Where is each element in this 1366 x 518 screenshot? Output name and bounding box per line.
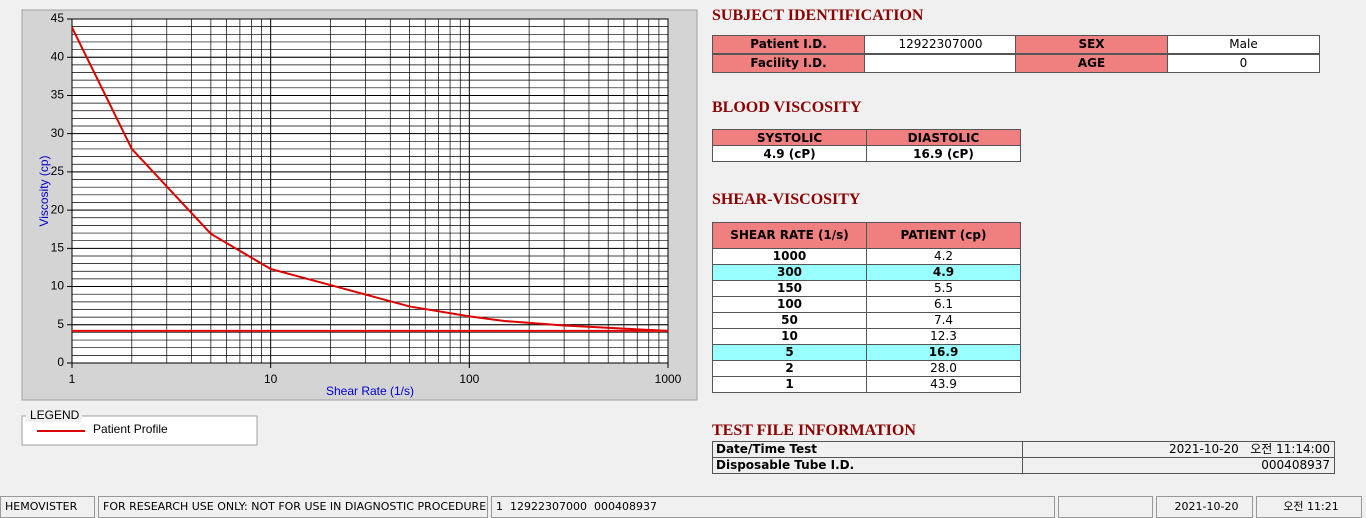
field-label: Disposable Tube I.D. — [712, 457, 1023, 474]
x-tick-label: 1 — [69, 372, 76, 386]
data-line — [71, 26, 669, 332]
table-cell: 5 — [712, 344, 867, 361]
section-title: BLOOD VISCOSITY — [712, 99, 862, 116]
table-cell: 50 — [712, 312, 867, 329]
y-axis-label: Viscosity (cp) — [37, 155, 51, 226]
table-cell: 100 — [712, 296, 867, 313]
field-value — [864, 54, 1017, 73]
status-cell: 1 12922307000 000408937 — [491, 496, 1055, 518]
section-title: TEST FILE INFORMATION — [712, 422, 916, 439]
value-cell: 4.9 (cP) — [712, 145, 867, 162]
plot-area — [71, 18, 669, 364]
table-cell: 150 — [712, 280, 867, 297]
legend-title-bg — [26, 409, 82, 422]
table-cell: 43.9 — [866, 376, 1021, 393]
table-cell: 7.4 — [866, 312, 1021, 329]
status-cell — [1058, 496, 1153, 518]
field-value: 000408937 — [1022, 457, 1335, 474]
x-axis-label: Shear Rate (1/s) — [326, 384, 414, 398]
table-cell: 16.9 — [866, 344, 1021, 361]
y-tick-label: 45 — [51, 11, 65, 25]
chart: 0 5 10 15 20 25 30 35 40 45 1 10 100 1000 Shear Rate (… — [21, 9, 698, 446]
field-value: Male — [1167, 35, 1320, 54]
field-value: 2021-10-20 오전 11:14:00 — [1022, 441, 1335, 458]
field-label: Date/Time Test — [712, 441, 1023, 458]
x-tick-label: 10 — [264, 372, 278, 386]
table-cell: 1000 — [712, 248, 867, 265]
table-cell: 2 — [712, 360, 867, 377]
y-tick-label: 25 — [51, 164, 65, 178]
y-tick-label: 10 — [51, 279, 65, 293]
status-cell: HEMOVISTER — [0, 496, 95, 518]
legend-label: Patient Profile — [93, 422, 168, 436]
section-title: SUBJECT IDENTIFICATION — [712, 7, 924, 24]
legend-title: LEGEND — [30, 408, 80, 422]
x-tick-label: 100 — [459, 372, 479, 386]
y-tick-label: 0 — [57, 355, 64, 369]
y-tick-label: 20 — [51, 202, 65, 216]
status-cell: 오전 11:21 — [1256, 496, 1362, 518]
field-label: Patient I.D. — [712, 35, 865, 54]
field-value: 12922307000 — [864, 35, 1017, 54]
field-value: 0 — [1167, 54, 1320, 73]
table-cell: 10 — [712, 328, 867, 345]
y-tick-label: 40 — [51, 49, 65, 63]
field-label: Facility I.D. — [712, 54, 865, 73]
column-header: SYSTOLIC — [712, 129, 867, 146]
value-cell: 16.9 (cP) — [866, 145, 1021, 162]
column-header: SHEAR RATE (1/s) — [712, 222, 867, 249]
table-cell: 5.5 — [866, 280, 1021, 297]
status-cell: 2021-10-20 — [1156, 496, 1253, 518]
field-label: SEX — [1015, 35, 1168, 54]
section-title: SHEAR-VISCOSITY — [712, 191, 861, 208]
table-cell: 300 — [712, 264, 867, 281]
table-cell: 12.3 — [866, 328, 1021, 345]
y-tick-label: 15 — [51, 241, 65, 255]
column-header: DIASTOLIC — [866, 129, 1021, 146]
table-cell: 1 — [712, 376, 867, 393]
y-tick-label: 30 — [51, 126, 65, 140]
column-header: PATIENT (cp) — [866, 222, 1021, 249]
field-label: AGE — [1015, 54, 1168, 73]
table-cell: 4.2 — [866, 248, 1021, 265]
y-tick-label: 35 — [51, 88, 65, 102]
table-cell: 4.9 — [866, 264, 1021, 281]
table-cell: 28.0 — [866, 360, 1021, 377]
status-cell: FOR RESEARCH USE ONLY: NOT FOR USE IN DI… — [98, 496, 488, 518]
table-cell: 6.1 — [866, 296, 1021, 313]
x-tick-label: 1000 — [655, 372, 682, 386]
y-tick-label: 5 — [57, 317, 64, 331]
